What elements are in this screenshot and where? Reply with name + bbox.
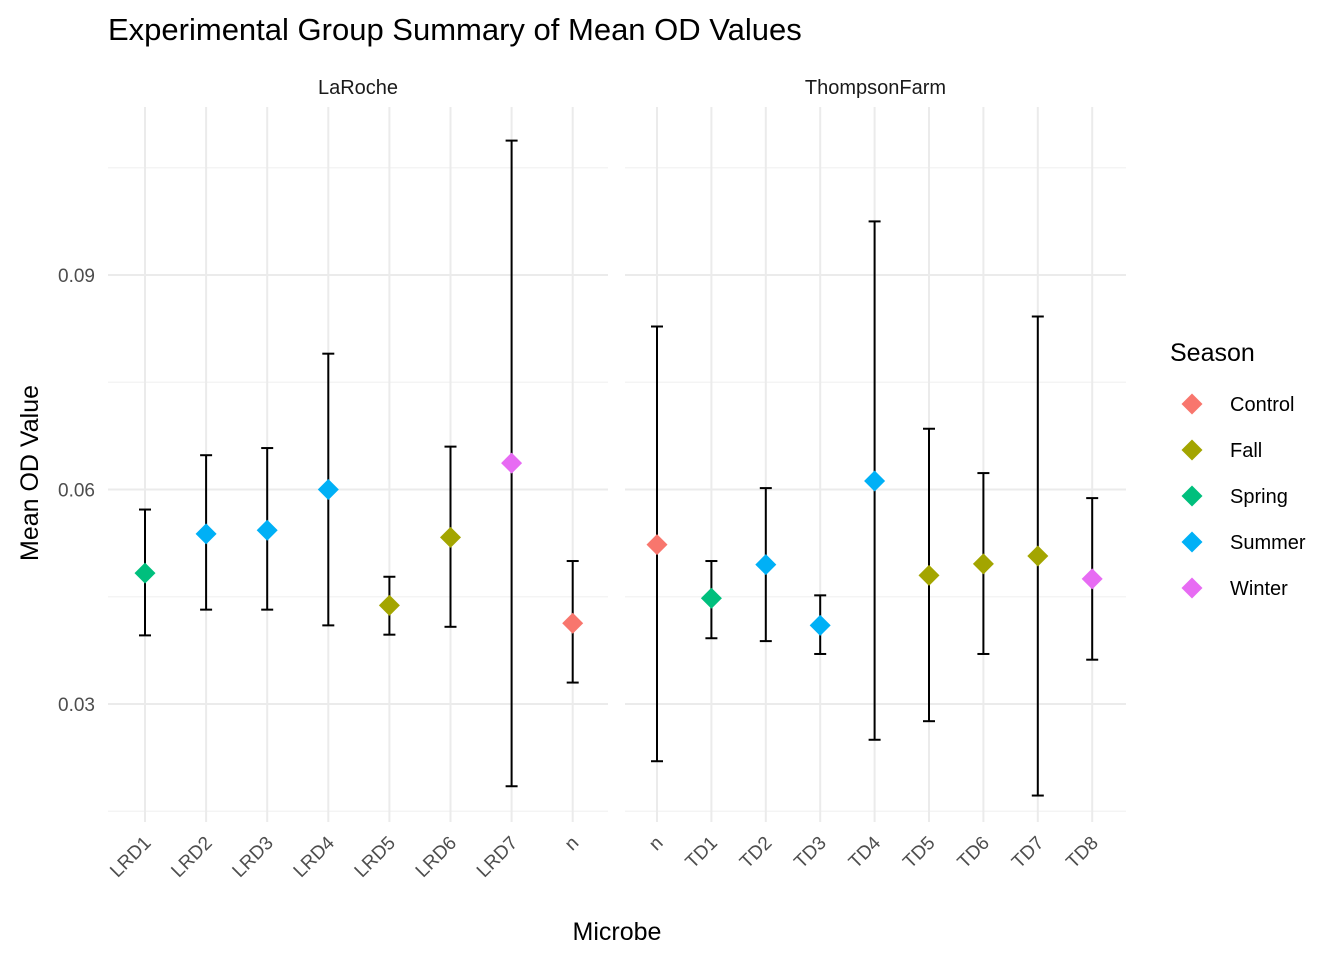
data-point-fall: [972, 553, 994, 575]
x-tick-label: LRD4: [290, 832, 340, 882]
x-tick-label: TD4: [845, 832, 886, 873]
x-tick-label: n: [561, 833, 583, 855]
data-point-fall: [440, 526, 461, 548]
data-point-winter: [501, 452, 523, 474]
data-point-summer: [317, 479, 339, 501]
data-point-spring: [134, 562, 156, 584]
x-tick-label: TD5: [899, 833, 939, 873]
x-tick-label: TD1: [682, 833, 722, 873]
legend-item-control: Control: [1181, 393, 1294, 416]
data-point-summer: [256, 519, 278, 541]
x-tick-label: LRD5: [351, 833, 400, 882]
x-tick-label: LRD1: [106, 833, 155, 882]
legend-key-diamond: [1181, 577, 1203, 599]
legend-label: Fall: [1230, 440, 1262, 462]
data-point-fall: [1027, 545, 1049, 567]
x-tick-label: TD2: [736, 833, 776, 873]
legend-key-diamond: [1181, 393, 1203, 415]
x-tick-label: TD3: [790, 833, 830, 873]
legend-label: Control: [1230, 394, 1294, 416]
legend: Season Control Fall Spring Summer Winter: [1170, 339, 1306, 600]
data-point-spring: [700, 587, 722, 609]
legend-item-fall: Fall: [1181, 439, 1262, 462]
legend-item-winter: Winter: [1181, 577, 1288, 600]
x-tick-label: LRD2: [167, 833, 216, 882]
y-axis-title: Mean OD Value: [16, 385, 44, 561]
legend-key-diamond: [1181, 531, 1203, 553]
panel-thompsonfarm: ThompsonFarm n TD1 TD2 TD3 TD4 TD5 TD6 TD7 TD8: [625, 77, 1126, 873]
x-tick-label: TD7: [1008, 833, 1048, 873]
chart-title: Experimental Group Summary of Mean OD Va…: [108, 12, 802, 47]
y-tick-label: 0.09: [58, 266, 95, 287]
x-tick-label: LRD6: [412, 833, 461, 882]
x-tick-label: LRD7: [473, 833, 522, 882]
legend-key-diamond: [1181, 439, 1203, 461]
x-axis-title: Microbe: [573, 918, 662, 946]
data-point-summer: [809, 614, 831, 636]
data-point-winter: [1081, 568, 1103, 590]
legend-title: Season: [1170, 339, 1255, 367]
x-tick-label: LRD3: [229, 833, 278, 882]
data-point-summer: [195, 523, 217, 545]
legend-label: Spring: [1230, 486, 1288, 508]
data-point-fall: [378, 594, 400, 616]
facet-label: ThompsonFarm: [805, 77, 946, 99]
data-point-fall: [918, 564, 940, 586]
data-point-control: [646, 534, 668, 556]
y-tick-label: 0.06: [58, 481, 95, 502]
legend-item-summer: Summer: [1181, 531, 1306, 554]
y-tick-label: 0.03: [58, 695, 95, 716]
panel-laroche: LaRoche LRD1 LRD2 LRD3 LRD4 LRD5 LRD6 LRD7 n: [106, 77, 608, 882]
data-point-control: [562, 612, 584, 634]
legend-label: Winter: [1230, 578, 1288, 600]
x-tick-label: TD6: [954, 833, 994, 873]
facet-label: LaRoche: [318, 77, 398, 99]
x-tick-label: TD8: [1062, 833, 1102, 873]
data-point-summer: [864, 470, 886, 492]
data-point-summer: [755, 554, 777, 576]
x-tick-label: n: [645, 833, 667, 855]
legend-item-spring: Spring: [1181, 485, 1288, 508]
legend-key-diamond: [1181, 485, 1203, 507]
legend-label: Summer: [1230, 532, 1306, 554]
